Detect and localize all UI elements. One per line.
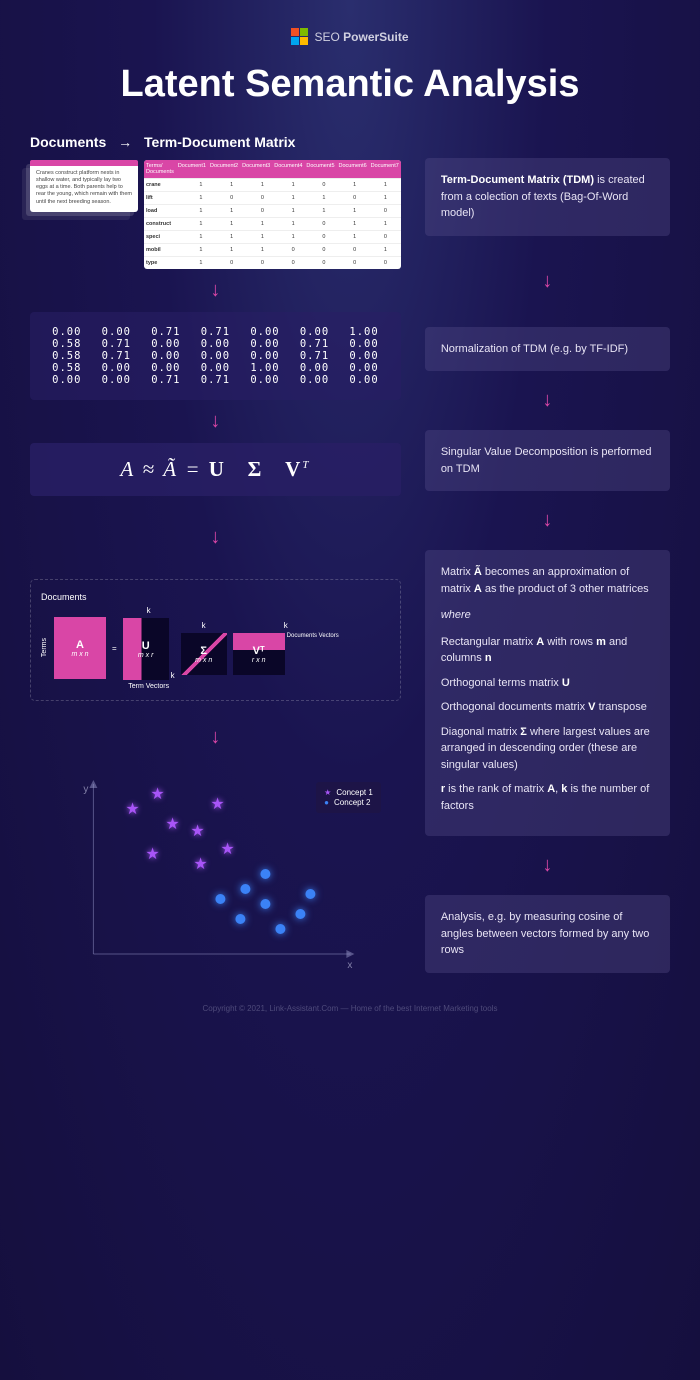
svd-equation: A ≈ Ã = U Σ VT xyxy=(30,443,401,496)
info-tdm: Term-Document Matrix (TDM) is created fr… xyxy=(425,158,670,236)
normalized-matrix: 0.000.000.710.710.000.001.000.580.710.00… xyxy=(30,312,401,400)
terms-label: Terms xyxy=(41,638,48,657)
arrow-down-icon: ↓ xyxy=(425,509,670,532)
svg-text:★: ★ xyxy=(165,816,179,833)
svg-text:★: ★ xyxy=(193,856,207,873)
svg-text:★: ★ xyxy=(190,823,204,840)
matrix-A: Am x n xyxy=(54,617,106,679)
footer-copyright: Copyright © 2021, Link-Assistant.Com — H… xyxy=(30,1004,670,1013)
brand-logo: SEO PowerSuite xyxy=(30,28,670,45)
arrow-down-icon: ↓ xyxy=(425,854,670,877)
star-icon: ★ xyxy=(324,788,331,797)
page-title: Latent Semantic Analysis xyxy=(30,63,670,106)
step-subheading: Documents → Term-Document Matrix xyxy=(30,134,401,150)
svg-text:★: ★ xyxy=(145,846,159,863)
svg-text:y: y xyxy=(83,784,88,795)
arrow-down-icon: ↓ xyxy=(30,726,401,749)
tdm-table: Terms/ DocumentsDocument1Document2Docume… xyxy=(144,160,401,269)
arrow-down-icon: ↓ xyxy=(425,270,670,293)
arrow-down-icon: ↓ xyxy=(30,526,401,549)
documents-label: Documents xyxy=(41,592,390,602)
matrix-U: Um x r xyxy=(123,618,169,680)
info-normalization: Normalization of TDM (e.g. by TF-IDF) xyxy=(425,327,670,372)
svg-text:x: x xyxy=(347,960,352,971)
scatter-plot: yx★★★★★★★★ ★Concept 1 ●Concept 2 xyxy=(30,774,401,974)
arrow-right-icon: → xyxy=(118,134,132,150)
info-analysis: Analysis, e.g. by measuring cosine of an… xyxy=(425,895,670,973)
svg-text:★: ★ xyxy=(125,801,139,818)
brand-text: SEO PowerSuite xyxy=(314,30,408,44)
info-svd: Singular Value Decomposition is performe… xyxy=(425,430,670,491)
document-card: Cranes construct platform nests in shall… xyxy=(30,160,138,212)
svg-text:★: ★ xyxy=(220,841,234,858)
arrow-down-icon: ↓ xyxy=(30,279,401,302)
arrow-down-icon: ↓ xyxy=(425,389,670,412)
matrix-Sigma: Σm x n xyxy=(181,633,227,675)
legend: ★Concept 1 ●Concept 2 xyxy=(316,782,381,813)
svg-text:★: ★ xyxy=(210,796,224,813)
info-decomposition: Matrix Ã becomes an approximation of mat… xyxy=(425,550,670,836)
matrix-V: Vᵀr x n xyxy=(233,633,285,675)
circle-icon: ● xyxy=(324,798,329,807)
logo-grid-icon xyxy=(291,28,308,45)
decomposition-diagram: Documents Terms Am x n = k Um x rk Term … xyxy=(30,579,401,701)
arrow-down-icon: ↓ xyxy=(30,410,401,433)
svg-text:★: ★ xyxy=(150,786,164,803)
